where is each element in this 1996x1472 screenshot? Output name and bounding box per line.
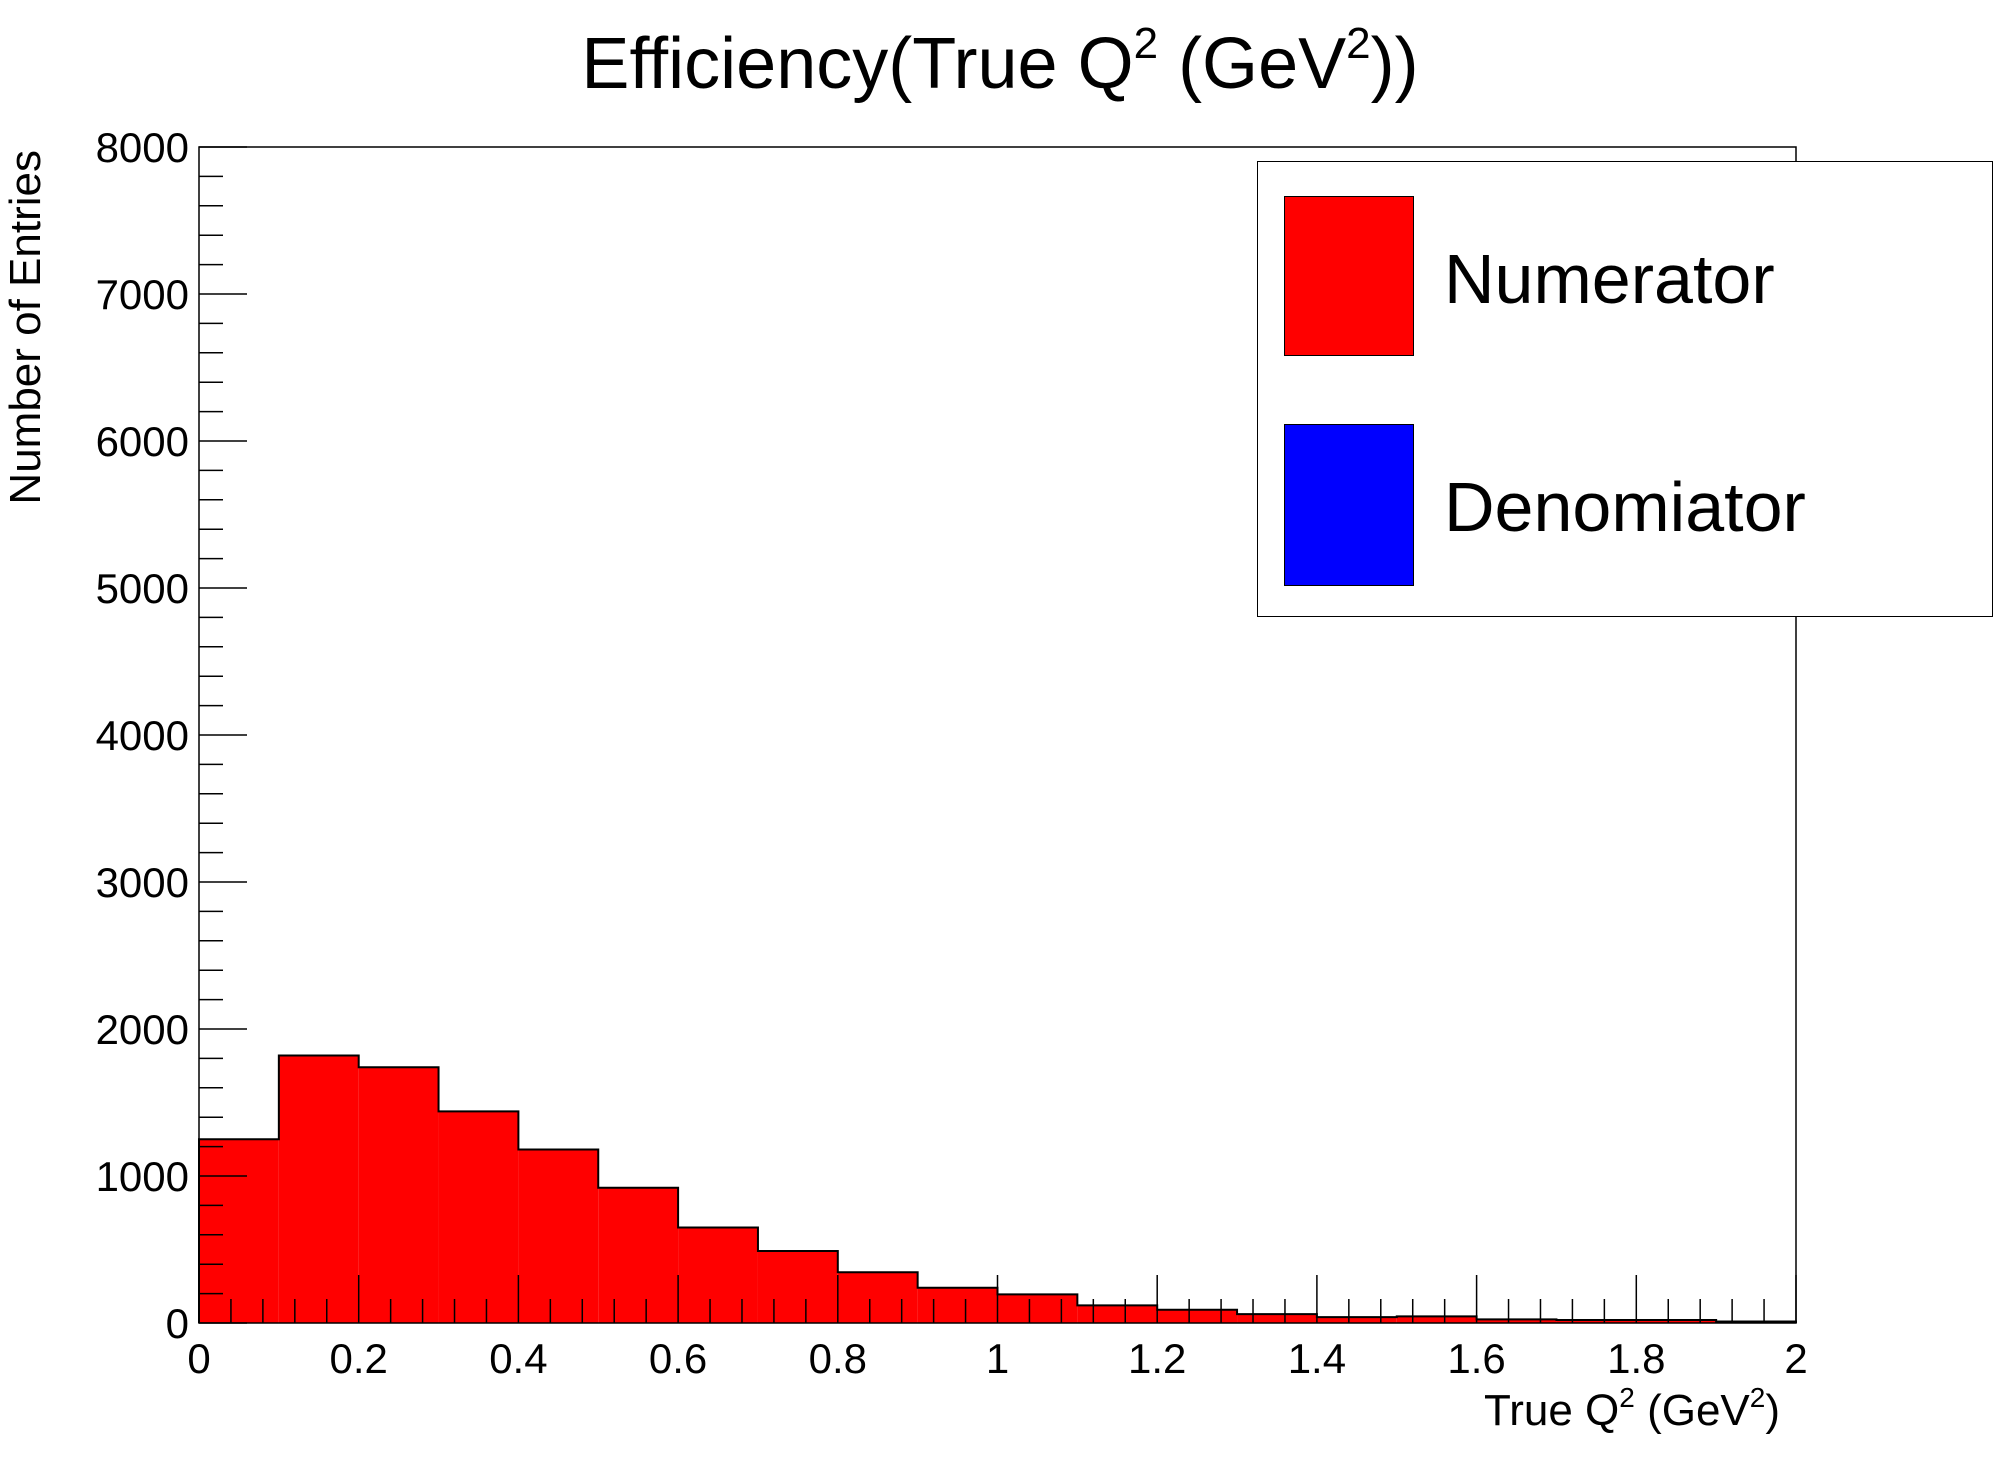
histogram-bar <box>997 1294 1078 1323</box>
x-tick-label: 1.2 <box>1128 1335 1186 1382</box>
histogram-bar <box>1556 1320 1637 1323</box>
histogram-bar <box>518 1149 599 1323</box>
y-tick-label: 3000 <box>96 859 189 906</box>
histogram-bar <box>1316 1317 1397 1323</box>
histogram-bar <box>438 1111 519 1323</box>
x-axis: 0 0.2 0.4 0.6 0.8 1 1.2 1.4 1.6 1.8 2 <box>187 1275 1808 1382</box>
y-tick-label: 2000 <box>96 1006 189 1053</box>
histogram-bar <box>757 1250 838 1323</box>
x-tick-label: 0.6 <box>649 1335 707 1382</box>
legend: Numerator Denomiator <box>1257 161 1993 617</box>
x-tick-label: 1.4 <box>1288 1335 1346 1382</box>
histogram-bar <box>1077 1305 1158 1323</box>
x-tick-label: 0.4 <box>489 1335 547 1382</box>
chart-title: Efficiency(True Q2 (GeV2)) <box>581 19 1418 104</box>
histogram-bar <box>1636 1320 1717 1323</box>
histogram-bar <box>1237 1314 1317 1323</box>
histogram-bar <box>199 1139 279 1323</box>
histogram-bar <box>1157 1309 1238 1323</box>
histogram-bar <box>678 1227 758 1323</box>
histogram-bar <box>358 1067 439 1323</box>
legend-swatch-numerator <box>1284 196 1414 356</box>
y-axis: 0 1000 2000 3000 4000 5000 6000 7000 8000 <box>96 124 247 1347</box>
x-tick-label: 0.2 <box>330 1335 388 1382</box>
histogram-bar <box>598 1187 679 1323</box>
x-tick-label: 1.8 <box>1607 1335 1665 1382</box>
x-tick-label: 0 <box>187 1335 210 1382</box>
legend-label-denominator: Denomiator <box>1444 468 1806 546</box>
histogram-bar <box>278 1055 359 1323</box>
legend-label-numerator: Numerator <box>1444 240 1775 318</box>
y-axis-label: Number of Entries <box>1 150 50 505</box>
y-tick-label: 4000 <box>96 712 189 759</box>
y-tick-label: 7000 <box>96 271 189 318</box>
y-tick-label: 5000 <box>96 565 189 612</box>
legend-swatch-denominator <box>1284 424 1414 586</box>
y-tick-label: 8000 <box>96 124 189 171</box>
histogram-bars <box>198 1054 1797 1323</box>
histogram-bar <box>837 1272 918 1323</box>
histogram-bar <box>1396 1316 1477 1323</box>
x-tick-label: 1.6 <box>1447 1335 1505 1382</box>
histogram-bar <box>917 1287 998 1323</box>
x-tick-label: 1 <box>986 1335 1009 1382</box>
y-tick-label: 1000 <box>96 1153 189 1200</box>
histogram-bar <box>1476 1319 1557 1323</box>
y-tick-label: 0 <box>166 1300 189 1347</box>
x-tick-label: 2 <box>1784 1335 1807 1382</box>
x-axis-label: True Q2 (GeV2) <box>1484 1382 1780 1435</box>
y-tick-label: 6000 <box>96 418 189 465</box>
x-tick-label: 0.8 <box>809 1335 867 1382</box>
